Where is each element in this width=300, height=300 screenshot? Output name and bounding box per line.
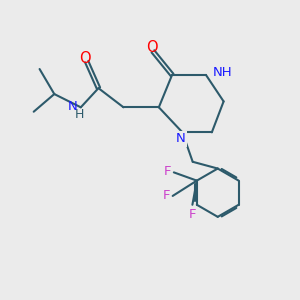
Text: N: N bbox=[68, 100, 78, 113]
Text: O: O bbox=[146, 40, 157, 55]
Text: F: F bbox=[164, 165, 172, 178]
Text: NH: NH bbox=[212, 66, 232, 79]
Text: H: H bbox=[75, 108, 84, 121]
Text: O: O bbox=[80, 51, 91, 66]
Text: F: F bbox=[163, 189, 170, 203]
Text: N: N bbox=[176, 132, 186, 145]
Text: F: F bbox=[189, 208, 196, 221]
